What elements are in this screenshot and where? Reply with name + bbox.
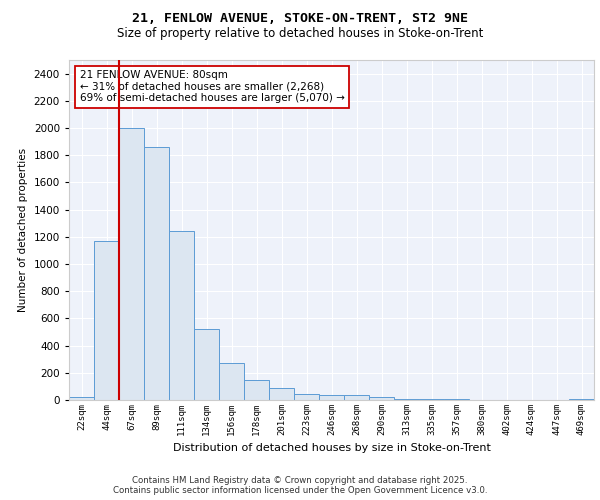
Bar (94, 241, 119, 400)
Bar (319, 394, 344, 400)
Bar (369, 398, 394, 400)
X-axis label: Distribution of detached houses by size in Stoke-on-Trent: Distribution of detached houses by size … (173, 444, 490, 454)
Y-axis label: Number of detached properties: Number of detached properties (18, 148, 28, 312)
Bar (194, 330, 219, 400)
Bar (269, 388, 294, 400)
Bar (144, 147, 169, 400)
Text: Contains HM Land Registry data © Crown copyright and database right 2025.
Contai: Contains HM Land Registry data © Crown c… (113, 476, 487, 495)
Bar (219, 364, 244, 400)
Bar (69, 396, 94, 400)
Bar (119, 128, 144, 400)
Text: 21 FENLOW AVENUE: 80sqm
← 31% of detached houses are smaller (2,268)
69% of semi: 21 FENLOW AVENUE: 80sqm ← 31% of detache… (79, 70, 344, 103)
Bar (244, 380, 269, 400)
Bar (344, 395, 369, 400)
Text: 21, FENLOW AVENUE, STOKE-ON-TRENT, ST2 9NE: 21, FENLOW AVENUE, STOKE-ON-TRENT, ST2 9… (132, 12, 468, 26)
Bar (294, 394, 319, 400)
Bar (394, 398, 419, 400)
Bar (169, 232, 194, 400)
Text: Size of property relative to detached houses in Stoke-on-Trent: Size of property relative to detached ho… (117, 28, 483, 40)
